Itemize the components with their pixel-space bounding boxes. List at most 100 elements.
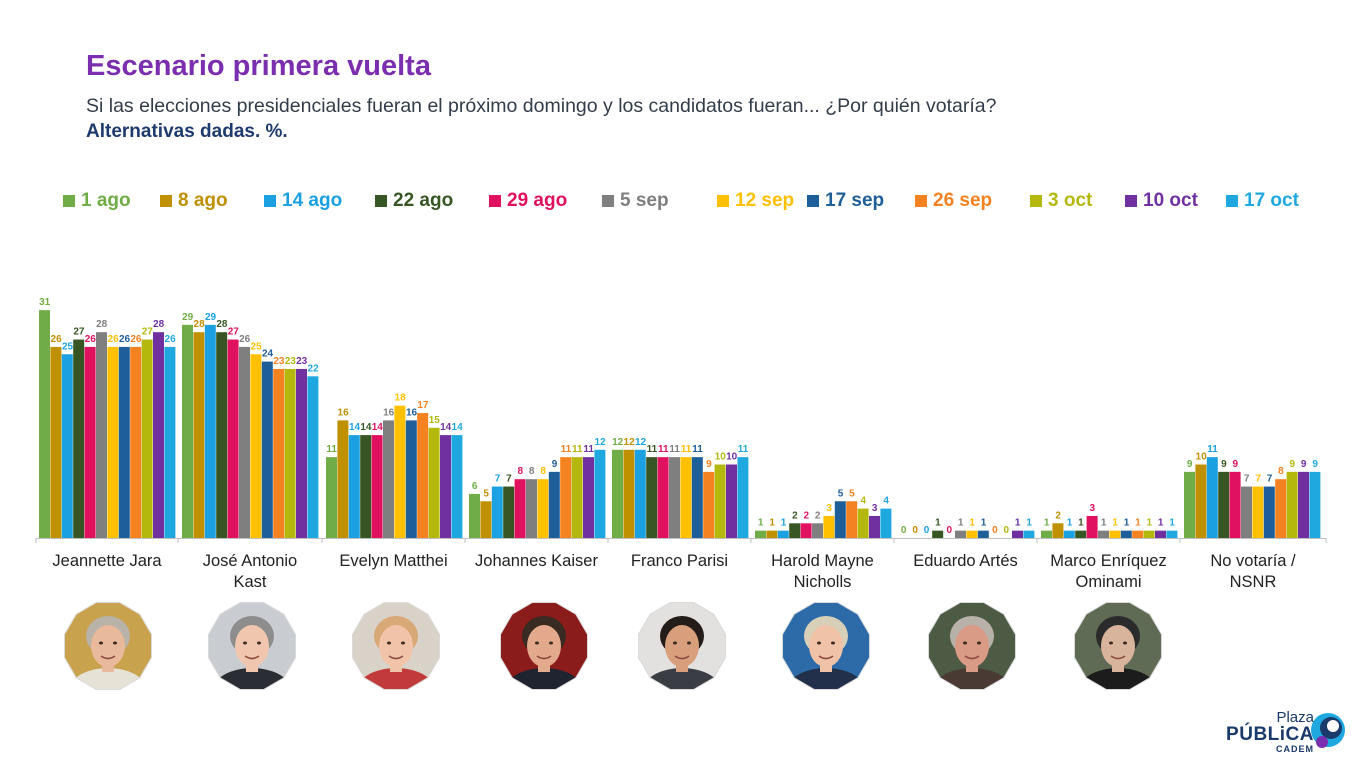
- bar-value-label: 6: [472, 481, 478, 492]
- bar: [777, 530, 789, 538]
- bar: [514, 479, 526, 538]
- category-label-line: Johannes Kaiser: [475, 552, 598, 570]
- category-label-line: NSNR: [1230, 573, 1277, 591]
- bar-value-label: 11: [561, 444, 572, 455]
- bar: [669, 457, 680, 538]
- bar-value-label: 3: [872, 503, 878, 514]
- bar: [1309, 471, 1321, 538]
- bar-value-label: 26: [108, 334, 120, 345]
- bar-value-label: 2: [792, 510, 798, 521]
- bar: [755, 530, 766, 538]
- bar: [880, 508, 892, 538]
- bar: [84, 346, 96, 538]
- bar-value-label: 31: [39, 297, 51, 308]
- bar-value-label: 9: [706, 459, 712, 470]
- legend-label: 17 oct: [1244, 190, 1299, 211]
- bar: [955, 530, 966, 538]
- bar: [691, 457, 703, 538]
- legend-label: 17 sep: [825, 190, 885, 211]
- bar: [1298, 471, 1309, 538]
- bar-value-label: 5: [483, 488, 489, 499]
- bar-value-label: 23: [273, 356, 285, 367]
- legend-item: 22 ago: [375, 187, 453, 215]
- bar: [1063, 530, 1075, 538]
- legend-swatch: [264, 195, 276, 207]
- bar-value-label: 1: [1112, 518, 1118, 529]
- bar: [1143, 530, 1155, 538]
- bar: [107, 346, 119, 538]
- bar: [869, 515, 880, 538]
- logo-mark-icon: [1311, 713, 1345, 748]
- category-label: Jeannette Jara: [52, 552, 162, 570]
- bar-value-label: 1: [1067, 518, 1073, 529]
- category-label-line: Eduardo Artés: [913, 552, 1018, 570]
- bar-value-label: 11: [681, 444, 692, 455]
- legend-swatch: [1226, 195, 1238, 207]
- legend-label: 8 ago: [178, 190, 228, 211]
- bar: [583, 457, 594, 538]
- legend-swatch: [160, 195, 172, 207]
- bar-value-label: 16: [406, 407, 418, 418]
- bar: [503, 486, 515, 538]
- bar: [977, 530, 989, 538]
- bar: [846, 501, 858, 538]
- chart-note: Alternativas dadas. %.: [86, 121, 288, 142]
- bar-value-label: 2: [804, 510, 810, 521]
- bar: [451, 435, 463, 538]
- bar-value-label: 8: [529, 466, 535, 477]
- legend-swatch: [375, 195, 387, 207]
- bar: [1075, 530, 1087, 538]
- category-label-line: Nicholls: [794, 573, 852, 591]
- category-label: No votaría / NSNR: [1210, 552, 1296, 591]
- bar-value-label: 14: [349, 422, 361, 433]
- bar: [1023, 530, 1035, 538]
- bar-value-label: 2: [815, 510, 821, 521]
- bar: [657, 457, 669, 538]
- bar: [680, 457, 692, 538]
- bar-value-label: 27: [73, 327, 85, 338]
- bar-value-label: 0: [901, 525, 907, 536]
- bar: [966, 530, 978, 538]
- category-label: Johannes Kaiser: [475, 552, 598, 570]
- bar: [360, 435, 372, 538]
- bar-value-label: 7: [506, 474, 512, 485]
- bar-value-label: 0: [1004, 525, 1010, 536]
- bar-value-label: 12: [624, 437, 636, 448]
- bar: [216, 332, 228, 538]
- bar-value-label: 26: [51, 334, 63, 345]
- bar-value-label: 2: [1055, 510, 1061, 521]
- bar-value-label: 12: [612, 437, 624, 448]
- logo-text-cadem: CADEM: [1276, 744, 1314, 754]
- category-label-line: José Antonio: [203, 552, 298, 570]
- legend-item: 1 ago: [63, 187, 131, 215]
- category-label-line: Marco Enríquez: [1050, 552, 1166, 570]
- category-label-line: Franco Parisi: [631, 552, 728, 570]
- bar-value-label: 3: [826, 503, 832, 514]
- bar: [634, 449, 646, 538]
- bar: [296, 368, 307, 538]
- bar-value-label: 11: [658, 444, 669, 455]
- bar-value-label: 10: [1196, 452, 1208, 463]
- category-label: José Antonio Kast: [203, 552, 298, 591]
- bar: [39, 310, 50, 538]
- bar: [394, 405, 406, 538]
- bar: [1052, 523, 1064, 538]
- legend-label: 26 sep: [933, 190, 993, 211]
- legend-item: 14 ago: [264, 187, 342, 215]
- bar: [789, 523, 801, 538]
- bar-value-label: 17: [417, 400, 429, 411]
- category-label-line: No votaría /: [1210, 552, 1296, 570]
- category-label: Evelyn Matthei: [339, 552, 447, 570]
- bar: [96, 332, 107, 538]
- bar: [193, 332, 205, 538]
- jara-photo: [64, 602, 152, 690]
- bar: [1086, 515, 1098, 538]
- bar-value-label: 7: [1255, 474, 1261, 485]
- legend-label: 10 oct: [1143, 190, 1198, 211]
- legend-label: 29 ago: [507, 190, 568, 211]
- bar: [469, 493, 480, 538]
- bar-value-label: 11: [692, 444, 703, 455]
